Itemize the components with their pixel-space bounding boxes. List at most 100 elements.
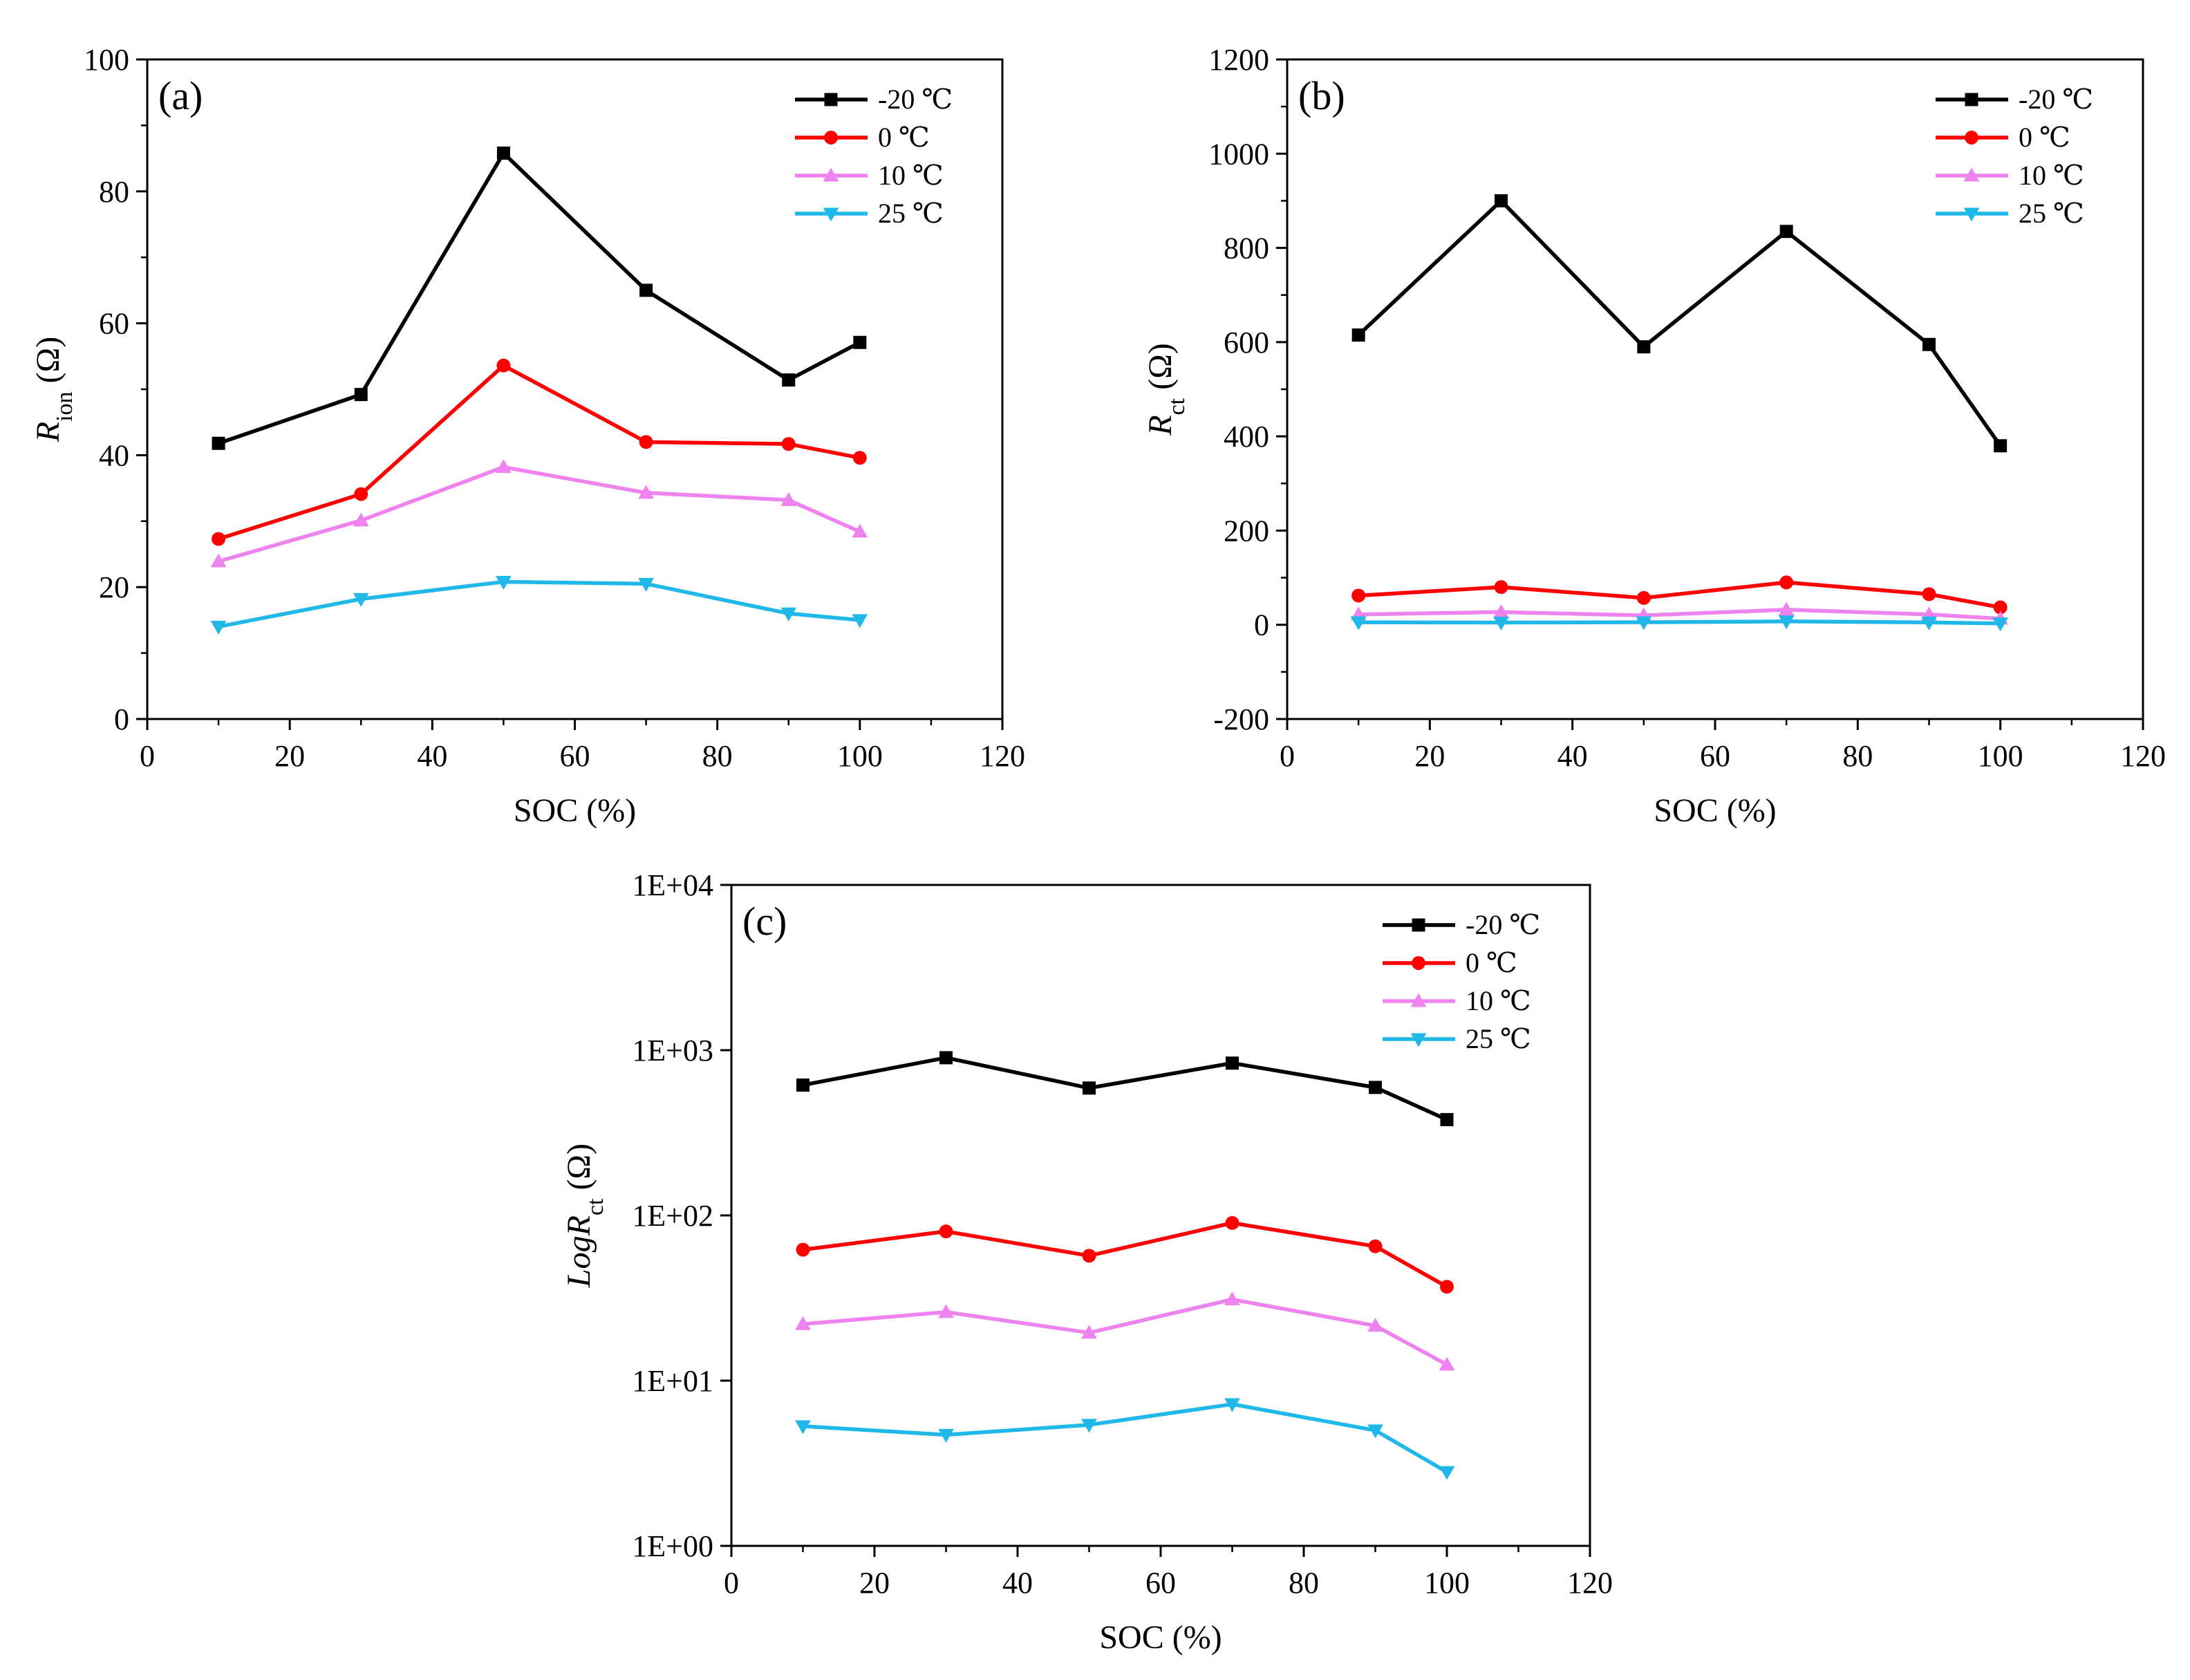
y-tick-label: 1E+00: [632, 1529, 713, 1563]
chart-panel-0: 0 20 40 60 80 100 120 0 20 40 60 80 100 SOC (%) Rion (…: [30, 43, 1025, 829]
data-point: [212, 532, 226, 546]
data-point: [852, 614, 868, 628]
chart-panel-1: 0 20 40 60 80 100 120 -200 0 200 400 600 800 1000 1200…: [1142, 43, 2166, 829]
data-point: [1994, 439, 2008, 453]
legend-marker: [1965, 131, 1978, 144]
data-point: [1367, 1424, 1383, 1439]
data-point: [212, 436, 225, 450]
data-point: [639, 435, 653, 449]
y-axis-title-sub: ct: [1164, 398, 1190, 415]
panel-label: (b): [1298, 73, 1345, 118]
data-point: [1440, 1112, 1454, 1126]
y-tick-label: 800: [1224, 232, 1269, 265]
data-point: [1351, 328, 1365, 342]
data-point: [1778, 615, 1795, 630]
data-point: [781, 437, 796, 451]
data-point: [353, 512, 369, 527]
data-point: [1081, 1419, 1097, 1433]
x-tick-label: 100: [1424, 1566, 1470, 1600]
data-point: [354, 388, 368, 402]
legend-marker: [1410, 1033, 1427, 1047]
data-point: [1082, 1249, 1096, 1263]
x-tick-label: 80: [702, 739, 733, 773]
x-tick-label: 20: [859, 1566, 890, 1600]
data-point: [1369, 1081, 1382, 1094]
legend-marker: [1963, 207, 1980, 222]
y-axis-title-unit: (Ω): [30, 337, 66, 392]
series-line: [218, 579, 861, 629]
series-line: [218, 465, 861, 563]
data-point: [638, 485, 654, 499]
legend-label: 0 ℃: [2019, 122, 2070, 153]
series-line: [1358, 619, 2001, 626]
x-tick-label: 0: [1280, 739, 1295, 773]
data-point: [1225, 1215, 1239, 1230]
y-tick-label: 600: [1224, 326, 1269, 360]
data-point: [780, 492, 797, 506]
legend-label: 10 ℃: [1466, 985, 1531, 1016]
series-line: [803, 1402, 1448, 1474]
legend-marker: [1412, 956, 1425, 970]
legend: -20 ℃ 0 ℃ 10 ℃ 25 ℃: [1936, 84, 2093, 229]
x-tick-label: 0: [140, 739, 155, 773]
data-point: [496, 576, 512, 590]
y-tick-label: 60: [99, 307, 129, 341]
legend-marker: [1410, 993, 1427, 1007]
legend-marker: [824, 131, 838, 144]
chart-panel-2: 0 20 40 60 80 100 120 1E+00 1E+01 1E+02 1E+03 1E+04…: [561, 868, 1613, 1656]
data-point: [496, 146, 510, 160]
data-point: [795, 1316, 811, 1330]
legend-marker: [1963, 167, 1980, 182]
x-tick-label: 60: [1145, 1566, 1176, 1600]
series-1: [796, 1215, 1454, 1294]
data-point: [1350, 616, 1367, 631]
y-tick-label: 1E+03: [632, 1034, 713, 1067]
data-point: [1368, 1239, 1383, 1253]
data-point: [853, 335, 867, 349]
y-tick-label: 40: [99, 438, 129, 472]
data-point: [496, 459, 512, 474]
x-tick-label: 80: [1289, 1566, 1319, 1600]
series-line: [1358, 608, 2001, 621]
data-point: [1636, 616, 1652, 631]
x-tick-label: 60: [1700, 739, 1730, 773]
y-axis-title-main: R: [30, 422, 66, 442]
y-axis-title-main: LogR: [561, 1215, 597, 1288]
x-tick-label: 20: [1414, 739, 1445, 773]
y-tick-label: 400: [1224, 420, 1269, 454]
data-point: [1779, 225, 1793, 239]
data-point: [1922, 587, 1936, 601]
x-tick-label: 20: [274, 739, 305, 773]
plot-frame: [730, 884, 1591, 1547]
y-axis-title-sub: ct: [583, 1198, 608, 1215]
y-axis-title-sub: ion: [52, 391, 77, 421]
data-point: [852, 451, 867, 465]
data-point: [1779, 575, 1794, 590]
data-point: [1636, 590, 1651, 605]
data-point: [1083, 1081, 1096, 1095]
y-tick-label: 1E+02: [632, 1199, 713, 1233]
legend-label: 25 ℃: [1466, 1023, 1531, 1054]
x-axis-title: SOC (%): [514, 792, 636, 829]
y-tick-label: 1200: [1208, 43, 1269, 77]
x-tick-label: 0: [724, 1566, 739, 1600]
y-axis-title-unit: (Ω): [1142, 343, 1179, 398]
x-tick-label: 100: [837, 739, 883, 773]
y-axis-title-unit: (Ω): [561, 1144, 597, 1199]
y-axis-title: Rion (Ω): [30, 337, 77, 442]
data-point: [496, 358, 511, 373]
legend-label: -20 ℃: [1466, 909, 1540, 940]
y-axis-title: LogRct (Ω): [561, 1144, 608, 1288]
series-2: [210, 459, 868, 568]
legend-label: 0 ℃: [878, 122, 930, 153]
series-1: [1351, 575, 2008, 615]
data-point: [1493, 604, 1509, 618]
data-point: [795, 1420, 811, 1435]
data-point: [1224, 1398, 1240, 1412]
series-line: [802, 1056, 1448, 1121]
series-3: [795, 1398, 1455, 1480]
data-point: [852, 523, 868, 538]
data-point: [1493, 616, 1509, 631]
legend-label: 0 ℃: [1466, 947, 1517, 978]
